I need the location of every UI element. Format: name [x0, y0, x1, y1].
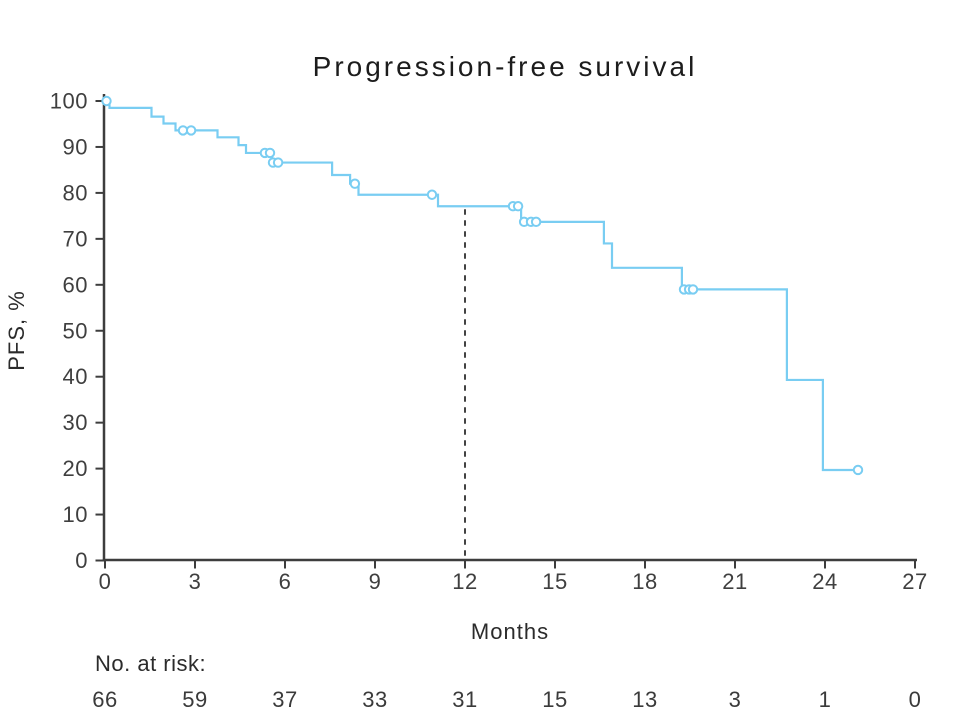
- x-tick-label: 9: [369, 569, 382, 594]
- y-tick-label: 70: [63, 226, 88, 251]
- risk-count: 33: [362, 687, 387, 712]
- x-tick-label: 6: [279, 569, 292, 594]
- km-curve-path: [105, 99, 858, 472]
- chart-title: Progression-free survival: [313, 51, 698, 82]
- censor-mark: [852, 464, 864, 476]
- censor-mark: [185, 125, 197, 136]
- x-tick-label: 15: [542, 569, 567, 594]
- y-axis-label: PFS, %: [4, 290, 29, 371]
- y-tick-label: 80: [63, 180, 88, 205]
- y-tick-label: 50: [63, 318, 88, 343]
- risk-count: 66: [92, 687, 117, 712]
- risk-row-label: No. at risk:: [95, 651, 206, 676]
- censor-mark: [512, 201, 524, 212]
- y-tick-label: 30: [63, 410, 88, 435]
- axes: 0 10 20 30 40 50 60 70 80 90 100 0 3 6 9 12 15 18 21 24 27: [50, 89, 927, 595]
- km-curve-layer: [105, 99, 858, 472]
- y-tick-label: 90: [63, 134, 88, 159]
- risk-counts-layer: 66 59 37 33 31 15 13 3 1 0: [92, 687, 921, 712]
- risk-count: 0: [909, 687, 922, 712]
- y-tick-label: 10: [63, 502, 88, 527]
- x-tick-label: 18: [632, 569, 657, 594]
- x-tick-label: 0: [99, 569, 112, 594]
- risk-count: 31: [452, 687, 477, 712]
- y-tick-label: 0: [75, 548, 88, 573]
- risk-count: 15: [542, 687, 567, 712]
- x-axis-label: Months: [471, 619, 549, 644]
- risk-count: 59: [182, 687, 207, 712]
- x-tick-label: 21: [722, 569, 747, 594]
- censor-mark: [101, 95, 112, 107]
- censor-mark: [687, 284, 699, 295]
- censor-mark: [349, 178, 361, 189]
- x-tick-label: 12: [452, 569, 477, 594]
- risk-count: 1: [819, 687, 832, 712]
- censor-mark: [264, 147, 276, 159]
- risk-count: 3: [729, 687, 742, 712]
- censor-mark: [272, 157, 284, 168]
- x-tick-label: 24: [812, 569, 837, 594]
- risk-count: 37: [272, 687, 297, 712]
- censor-mark: [530, 216, 542, 228]
- x-tick-label: 27: [902, 569, 927, 594]
- risk-count: 13: [632, 687, 657, 712]
- y-tick-label: 60: [63, 272, 88, 297]
- censor-marks-layer: [101, 95, 864, 476]
- censor-mark: [426, 189, 438, 200]
- x-tick-label: 3: [189, 569, 202, 594]
- y-tick-label: 20: [63, 456, 88, 481]
- y-tick-label: 100: [50, 89, 88, 114]
- y-tick-label: 40: [63, 364, 88, 389]
